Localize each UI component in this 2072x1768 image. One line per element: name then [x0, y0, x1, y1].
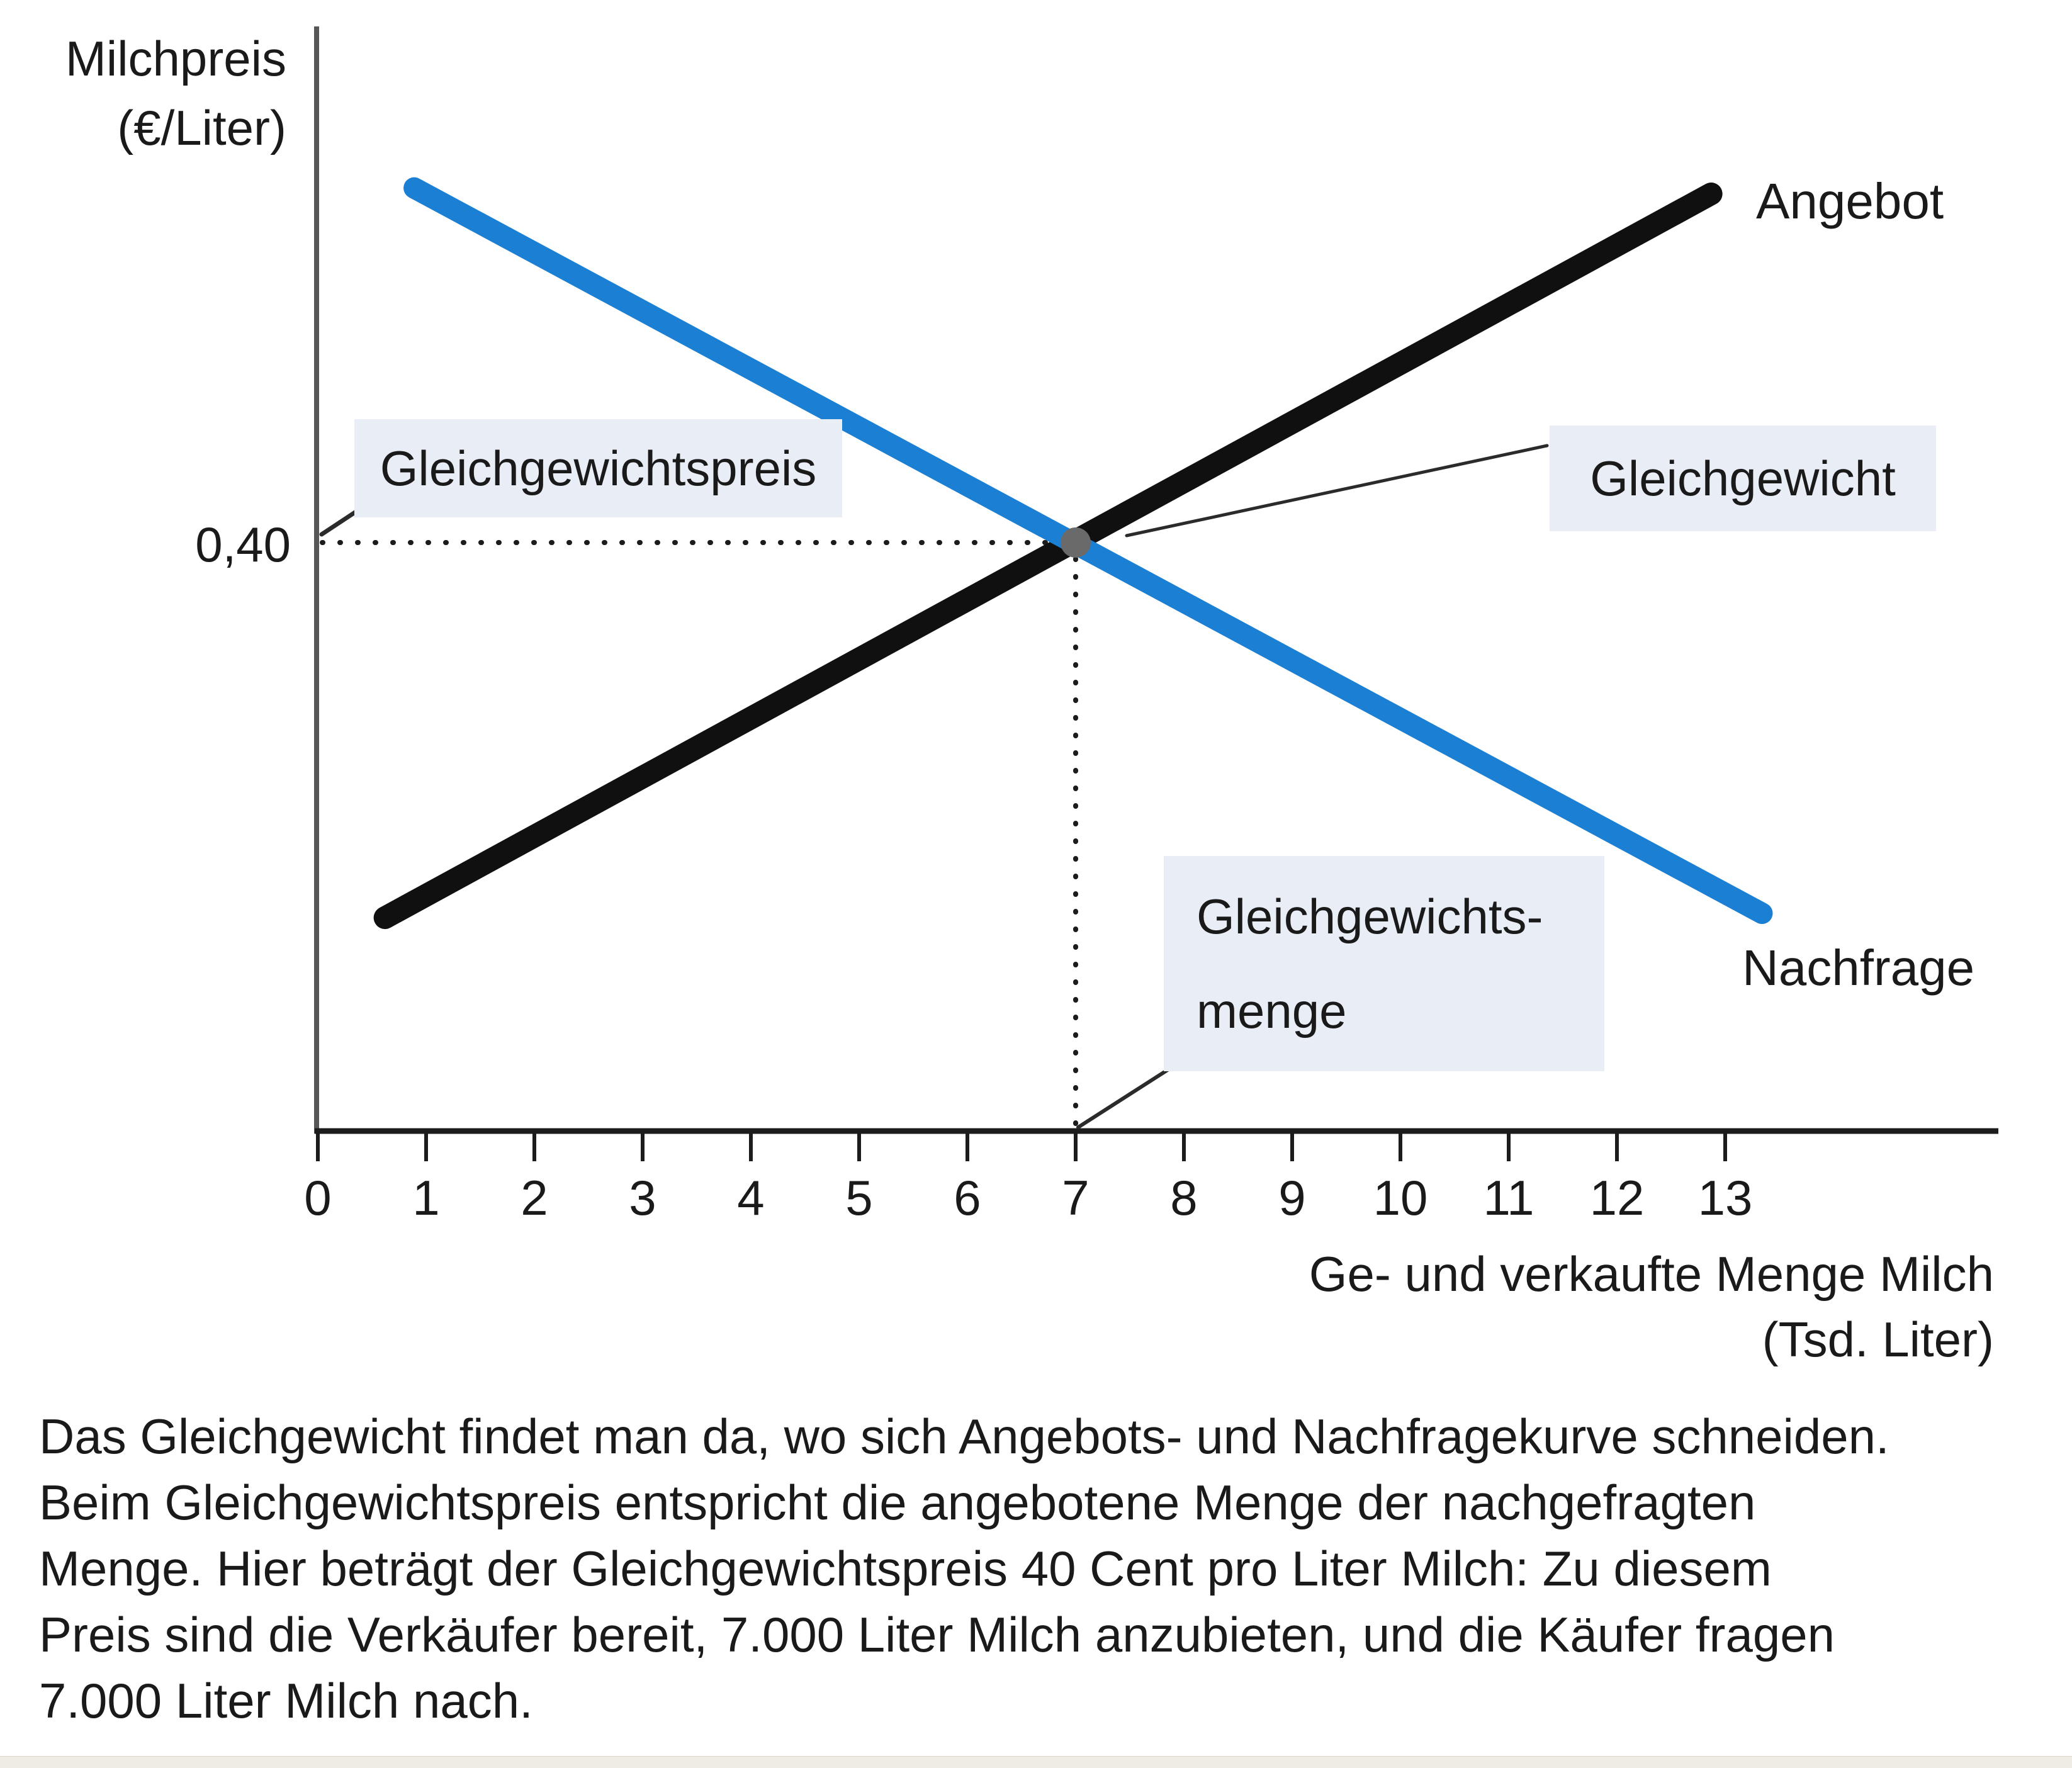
- x-tick-label-4: 4: [737, 1170, 765, 1225]
- supply-curve: [373, 183, 1723, 930]
- equilibrium-point: [1061, 527, 1091, 558]
- x-tick-label-5: 5: [845, 1170, 873, 1225]
- x-tick-label-12: 12: [1589, 1170, 1645, 1225]
- caption-line: Das Gleichgewicht findet man da, wo sich…: [39, 1409, 1889, 1464]
- equilibrium-price-callout: Gleichgewichtspreis: [354, 419, 842, 517]
- equilibrium-callout: Gleichgewicht: [1550, 425, 1936, 531]
- x-tick-label-2: 2: [521, 1170, 548, 1225]
- x-tick-label-9: 9: [1278, 1170, 1306, 1225]
- equilibrium-leader-line: [1125, 444, 1549, 538]
- x-axis-title-line2: (Tsd. Liter): [1762, 1312, 1994, 1367]
- demand-curve-label: Nachfrage: [1742, 940, 1975, 996]
- y-axis-title: Milchpreis (€/Liter): [0, 24, 286, 162]
- y-axis-title-line2: (€/Liter): [117, 100, 286, 155]
- x-tick-label-1: 1: [412, 1170, 440, 1225]
- caption-line: Menge. Hier beträgt der Gleichgewichtspr…: [39, 1541, 1772, 1596]
- x-axis-title: Ge- und verkaufte Menge Milch (Tsd. Lite…: [1007, 1241, 1994, 1372]
- x-axis-title-line1: Ge- und verkaufte Menge Milch: [1309, 1246, 1994, 1302]
- x-tick-label-0: 0: [304, 1170, 332, 1225]
- supply-curve-label: Angebot: [1756, 173, 1944, 229]
- x-tick-label-6: 6: [954, 1170, 981, 1225]
- x-tick-label-13: 13: [1698, 1170, 1753, 1225]
- page-bottom-strip: [0, 1756, 2072, 1768]
- equilibrium-quantity-leader-line: [1076, 1068, 1169, 1129]
- equilibrium-quantity-callout: Gleichgewichts- menge: [1164, 856, 1604, 1071]
- equilibrium-price-tick-label: 0,40: [195, 517, 291, 572]
- x-tick-label-11: 11: [1483, 1170, 1534, 1225]
- equilibrium-quantity-line1: Gleichgewichts-: [1196, 889, 1543, 944]
- x-tick-label-7: 7: [1062, 1170, 1089, 1225]
- x-tick-label-8: 8: [1170, 1170, 1198, 1225]
- figure-caption: Das Gleichgewicht findet man da, wo sich…: [39, 1404, 1889, 1734]
- y-axis-title-line1: Milchpreis: [65, 31, 286, 86]
- caption-line: Preis sind die Verkäufer bereit, 7.000 L…: [39, 1607, 1835, 1662]
- caption-line: 7.000 Liter Milch nach.: [39, 1673, 533, 1728]
- x-tick-label-3: 3: [629, 1170, 656, 1225]
- equilibrium-quantity-line2: menge: [1196, 983, 1347, 1039]
- equilibrium-price-leader-line: [319, 509, 359, 537]
- caption-line: Beim Gleichgewichtspreis entspricht die …: [39, 1475, 1756, 1530]
- x-tick-label-10: 10: [1373, 1170, 1428, 1225]
